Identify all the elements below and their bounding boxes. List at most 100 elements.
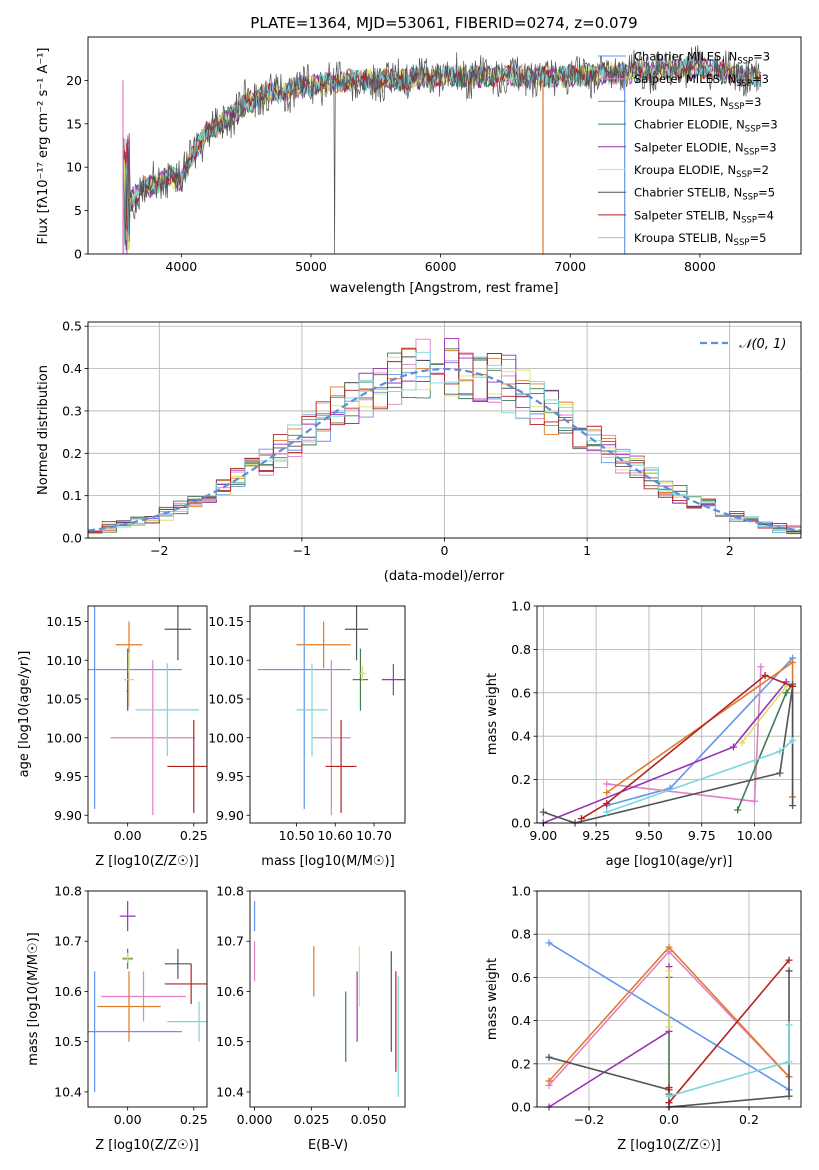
spectrum-line	[122, 56, 762, 254]
x-tick-label: 0.000	[237, 1112, 273, 1127]
y-tick-label: 9.90	[216, 808, 244, 823]
x-axis-label: age [log10(age/yr)]	[606, 854, 733, 869]
axes-frame	[87, 605, 208, 824]
x-tick-label: 0.0	[659, 1112, 679, 1127]
age_vs_Z-plot	[88, 606, 207, 816]
spectrum-legend: Chabrier MILES, NSSP=3 Salpeter MILES, NS…	[598, 50, 778, 248]
axes-frame	[87, 321, 802, 539]
mass-weight-marker	[729, 743, 737, 751]
x-tick-label: 9.00	[529, 828, 557, 843]
legend-label: Chabrier STELIB, NSSP=5	[634, 186, 775, 203]
x-axis-label: Z [log10(Z/Z☉)]	[95, 1138, 199, 1153]
age_vs_mass-axes: 10.50 10.60 10.70 9.90 9.95 10.00 10.05 10.10 10…	[208, 605, 406, 843]
axes-frame	[536, 605, 802, 824]
mass-weight-marker	[789, 658, 797, 666]
spectrum-plot	[122, 45, 762, 254]
legend-label: Chabrier ELODIE, NSSP=3	[634, 118, 778, 135]
y-axis-label: mass weight	[485, 958, 500, 1040]
legend-label: Salpeter MILES, NSSP=3	[634, 72, 769, 89]
mass-weight-line	[606, 666, 762, 803]
x-axis-label: wavelength [Angstrom, rest frame]	[330, 281, 559, 296]
age_vs_Z-axes: 0.00 0.25 9.90 9.95 10.00 10.05 10.10 10.15	[46, 605, 208, 843]
legend-label: Chabrier MILES, NSSP=3	[634, 50, 770, 67]
x-tick-label: 4000	[165, 259, 197, 274]
spectrum-line	[122, 55, 762, 254]
x-axis-label: (data-model)/error	[384, 569, 505, 584]
y-tick-label: 10.05	[46, 692, 82, 707]
mass_weight_vs_Z-axes: −0.2 0.0 0.2 0.0 0.2 0.4 0.6 0.8 1.0	[511, 884, 802, 1127]
axes-frame	[249, 890, 406, 1108]
mass-weight-marker	[785, 1092, 793, 1100]
legend-label: 𝒩(0, 1)	[739, 337, 786, 352]
x-tick-label: 10.70	[356, 828, 392, 843]
mass-weight-marker	[577, 815, 585, 823]
y-tick-label: 10.7	[216, 934, 244, 949]
y-tick-label: 10.7	[54, 934, 82, 949]
y-tick-label: 15	[66, 116, 82, 131]
x-tick-label: 0	[441, 543, 449, 558]
x-tick-label: 9.50	[635, 828, 663, 843]
y-tick-label: 0.0	[511, 1100, 531, 1115]
mass-weight-marker	[539, 808, 547, 816]
histogram-step	[88, 351, 801, 534]
mass-weight-marker	[761, 671, 769, 679]
x-tick-label: 0.025	[294, 1112, 330, 1127]
y-tick-label: 0.0	[511, 816, 531, 831]
y-tick-label: 0.6	[511, 970, 531, 985]
y-tick-label: 0.8	[511, 642, 531, 657]
y-tick-label: 0.0	[62, 531, 82, 546]
legend-label: Kroupa STELIB, NSSP=5	[634, 231, 766, 248]
x-tick-label: 10.60	[317, 828, 353, 843]
x-tick-label: −2	[150, 543, 168, 558]
y-axis-label: age [log10(age/yr)]	[17, 651, 32, 778]
legend-label: Salpeter STELIB, NSSP=4	[634, 208, 774, 225]
mass-weight-marker	[785, 1058, 793, 1066]
x-tick-label: −0.2	[574, 1112, 604, 1127]
residuals-plot	[88, 338, 801, 537]
residuals-axes: −2 −1 0 1 2 0.0 0.1 0.2 0.3 0.4 0.5	[62, 319, 802, 558]
mass-weight-marker	[665, 967, 673, 975]
mass-weight-marker	[789, 737, 797, 745]
mass-weight-marker	[789, 682, 797, 690]
y-tick-label: 0.4	[62, 361, 82, 376]
x-tick-label: 8000	[684, 259, 716, 274]
mass-weight-marker	[603, 799, 611, 807]
residuals-legend: 𝒩(0, 1)	[700, 337, 786, 352]
mass-weight-marker	[665, 1099, 673, 1107]
legend-label: Salpeter ELODIE, NSSP=3	[634, 140, 777, 157]
x-tick-label: 6000	[425, 259, 457, 274]
y-axis-label: Flux [fλ10⁻¹⁷ erg cm⁻² s⁻¹ A⁻¹]	[36, 48, 51, 245]
y-tick-label: 10.00	[208, 730, 244, 745]
x-tick-label: 9.75	[688, 828, 716, 843]
mass-weight-marker	[665, 1092, 673, 1100]
spectrum-line	[122, 45, 762, 254]
y-tick-label: 5	[74, 203, 82, 218]
y-tick-label: 10.6	[216, 984, 244, 999]
mass-weight-marker	[757, 663, 765, 671]
y-tick-label: 1.0	[511, 884, 531, 899]
mass-weight-marker	[665, 1023, 673, 1031]
x-axis-label: Z [log10(Z/Z☉)]	[95, 854, 199, 869]
x-tick-label: 0.25	[180, 1112, 208, 1127]
legend-label: Kroupa ELODIE, NSSP=2	[634, 163, 769, 180]
x-tick-label: 0.2	[739, 1112, 759, 1127]
mass-weight-marker	[785, 967, 793, 975]
x-tick-label: 0.00	[114, 828, 142, 843]
mass-weight-marker	[785, 956, 793, 964]
x-axis-label: E(B-V)	[308, 1138, 348, 1153]
y-tick-label: 0.1	[62, 488, 82, 503]
x-tick-label: 0.25	[180, 828, 208, 843]
y-tick-label: 0	[74, 247, 82, 262]
y-axis-label: Normed distribution	[36, 365, 51, 495]
x-tick-label: 0.00	[114, 1112, 142, 1127]
y-tick-label: 10.8	[54, 884, 82, 899]
mass_vs_ebv-plot	[253, 901, 399, 1097]
x-tick-label: 10.00	[737, 828, 773, 843]
axes-frame	[87, 890, 208, 1108]
y-tick-label: 10.10	[208, 653, 244, 668]
x-tick-label: 1	[583, 543, 591, 558]
mass-weight-marker	[738, 739, 746, 747]
mass-weight-marker	[776, 747, 784, 755]
mass-weight-marker	[545, 939, 553, 947]
